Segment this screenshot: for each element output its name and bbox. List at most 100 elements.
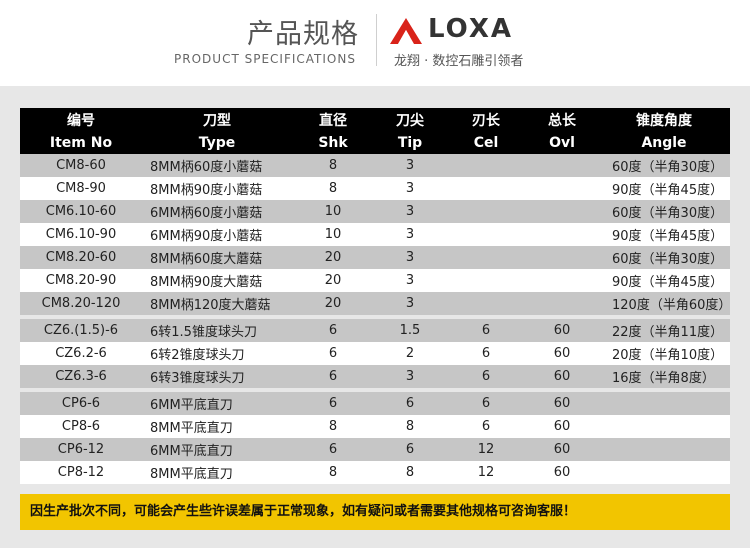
cell-angle: 16度（半角8度）	[612, 371, 715, 386]
cell-item-no: CZ6.3-6	[55, 369, 107, 384]
cell-shank: 6	[328, 346, 338, 361]
cell-type: 6转3锥度球头刀	[150, 371, 245, 386]
cell-cutting-length	[446, 200, 526, 223]
cell-shank: 8	[328, 419, 338, 434]
cell-shank: 8	[328, 465, 338, 480]
cell-type: 8MM柄90度小蘑菇	[150, 183, 263, 198]
brand-name: LOXA	[428, 14, 513, 44]
cell-item-no: CP6-6	[61, 396, 101, 411]
cell-shank: 6	[328, 396, 338, 411]
cell-angle: 22度（半角11度）	[612, 325, 724, 340]
cell-cutting-length	[446, 177, 526, 200]
cell-overall-length	[526, 200, 598, 223]
cell-cutting-length	[446, 246, 526, 269]
cell-cutting-length	[446, 154, 526, 177]
cell-shank: 20	[324, 273, 342, 288]
cell-item-no: CM8.20-60	[45, 250, 117, 265]
cell-cutting-length: 12	[477, 465, 495, 480]
cell-overall-length: 60	[553, 442, 571, 457]
cell-tip: 3	[405, 181, 415, 196]
cell-item-no: CP6-12	[57, 442, 105, 457]
cell-cutting-length: 6	[481, 323, 491, 338]
cell-cutting-length: 6	[481, 346, 491, 361]
header-cn-item-no: 编号	[67, 112, 95, 129]
cell-angle: 60度（半角30度）	[612, 252, 724, 267]
header-en-item-no: Item No	[49, 134, 113, 151]
cell-overall-length: 60	[553, 369, 571, 384]
header-en-cutting-length: Cel	[473, 134, 499, 151]
header-cn-cutting-length: 刃长	[472, 112, 500, 129]
cell-type: 6MM柄60度小蘑菇	[150, 206, 263, 221]
cell-cutting-length: 6	[481, 369, 491, 384]
header-row-cn: 编号 刀型 直径 刀尖 刃长 总长 锥度角度	[20, 108, 730, 131]
brand-tagline: 龙翔 · 数控石雕引领者	[394, 54, 524, 69]
header-en-type: Type	[198, 134, 236, 151]
header-cn-type: 刀型	[203, 112, 231, 129]
cell-item-no: CZ6.(1.5)-6	[43, 323, 119, 338]
cell-overall-length	[526, 154, 598, 177]
cell-item-no: CP8-12	[57, 465, 105, 480]
cell-overall-length: 60	[553, 323, 571, 338]
cell-tip: 3	[405, 227, 415, 242]
header-cn-angle: 锥度角度	[636, 112, 692, 129]
separator-cell	[20, 315, 730, 319]
header-en-tip: Tip	[397, 134, 423, 151]
cell-overall-length: 60	[553, 396, 571, 411]
cell-tip: 3	[405, 296, 415, 311]
cell-item-no: CM6.10-60	[45, 204, 117, 219]
cell-tip: 6	[405, 396, 415, 411]
cell-item-no: CM8.20-120	[41, 296, 121, 311]
cell-shank: 8	[328, 181, 338, 196]
cell-tip: 8	[405, 419, 415, 434]
table-row: CM8.20-90 8MM柄90度大蘑菇 20 3 90度（半角45度）	[20, 269, 730, 292]
cell-overall-length: 60	[553, 465, 571, 480]
header-row-en: Item No Type Shk Tip Cel Ovl Angle	[20, 131, 730, 154]
cell-angle: 90度（半角45度）	[612, 229, 724, 244]
group-separator	[20, 388, 730, 392]
table-row: CP8-6 8MM平底直刀 8 8 6 60	[20, 415, 730, 438]
table-row: CM8-90 8MM柄90度小蘑菇 8 3 90度（半角45度）	[20, 177, 730, 200]
separator-cell	[20, 388, 730, 392]
header-cn-overall-length: 总长	[548, 112, 576, 129]
cell-type: 8MM平底直刀	[150, 421, 233, 436]
cell-type: 6转2锥度球头刀	[150, 348, 245, 363]
cell-tip: 3	[405, 273, 415, 288]
header-divider	[376, 14, 377, 66]
cell-angle: 60度（半角30度）	[612, 206, 724, 221]
table-row: CP6-12 6MM平底直刀 6 6 12 60	[20, 438, 730, 461]
cell-angle: 90度（半角45度）	[612, 183, 724, 198]
table-header: 编号 刀型 直径 刀尖 刃长 总长 锥度角度 Item No Type Shk Tip Cel Ovl…	[20, 108, 730, 154]
table-row: CM8-60 8MM柄60度小蘑菇 8 3 60度（半角30度）	[20, 154, 730, 177]
cell-cutting-length: 6	[481, 396, 491, 411]
header-cn-shank: 直径	[319, 112, 347, 129]
cell-shank: 6	[328, 442, 338, 457]
cell-item-no: CM8-60	[56, 158, 106, 173]
cell-angle	[598, 415, 730, 438]
cell-type: 8MM柄60度小蘑菇	[150, 160, 263, 175]
cell-item-no: CM6.10-90	[45, 227, 117, 242]
cell-tip: 1.5	[399, 323, 421, 338]
header-en-angle: Angle	[641, 134, 687, 151]
cell-type: 8MM柄90度大蘑菇	[150, 275, 263, 290]
cell-cutting-length: 12	[477, 442, 495, 457]
table-row: CM6.10-90 6MM柄90度小蘑菇 10 3 90度（半角45度）	[20, 223, 730, 246]
notice-banner: 因生产批次不同，可能会产生些许误差属于正常现象，如有疑问或者需要其他规格可咨询客…	[20, 494, 730, 530]
table-row: CM8.20-120 8MM柄120度大蘑菇 20 3 120度（半角60度）	[20, 292, 730, 315]
cell-overall-length: 60	[553, 346, 571, 361]
cell-type: 6MM柄90度小蘑菇	[150, 229, 263, 244]
cell-type: 8MM柄60度大蘑菇	[150, 252, 263, 267]
cell-item-no: CP8-6	[61, 419, 101, 434]
header-cn-tip: 刀尖	[396, 112, 424, 129]
cell-overall-length	[526, 246, 598, 269]
cell-overall-length: 60	[553, 419, 571, 434]
cell-tip: 2	[405, 346, 415, 361]
spec-table: 编号 刀型 直径 刀尖 刃长 总长 锥度角度 Item No Type Shk Tip Cel Ovl…	[20, 108, 730, 484]
cell-overall-length	[526, 269, 598, 292]
cell-tip: 3	[405, 369, 415, 384]
cell-overall-length	[526, 177, 598, 200]
cell-item-no: CM8.20-90	[45, 273, 117, 288]
page-subtitle: PRODUCT SPECIFICATIONS	[174, 52, 356, 66]
cell-angle	[598, 392, 730, 415]
cell-tip: 6	[405, 442, 415, 457]
header-en-shank: Shk	[318, 134, 348, 151]
